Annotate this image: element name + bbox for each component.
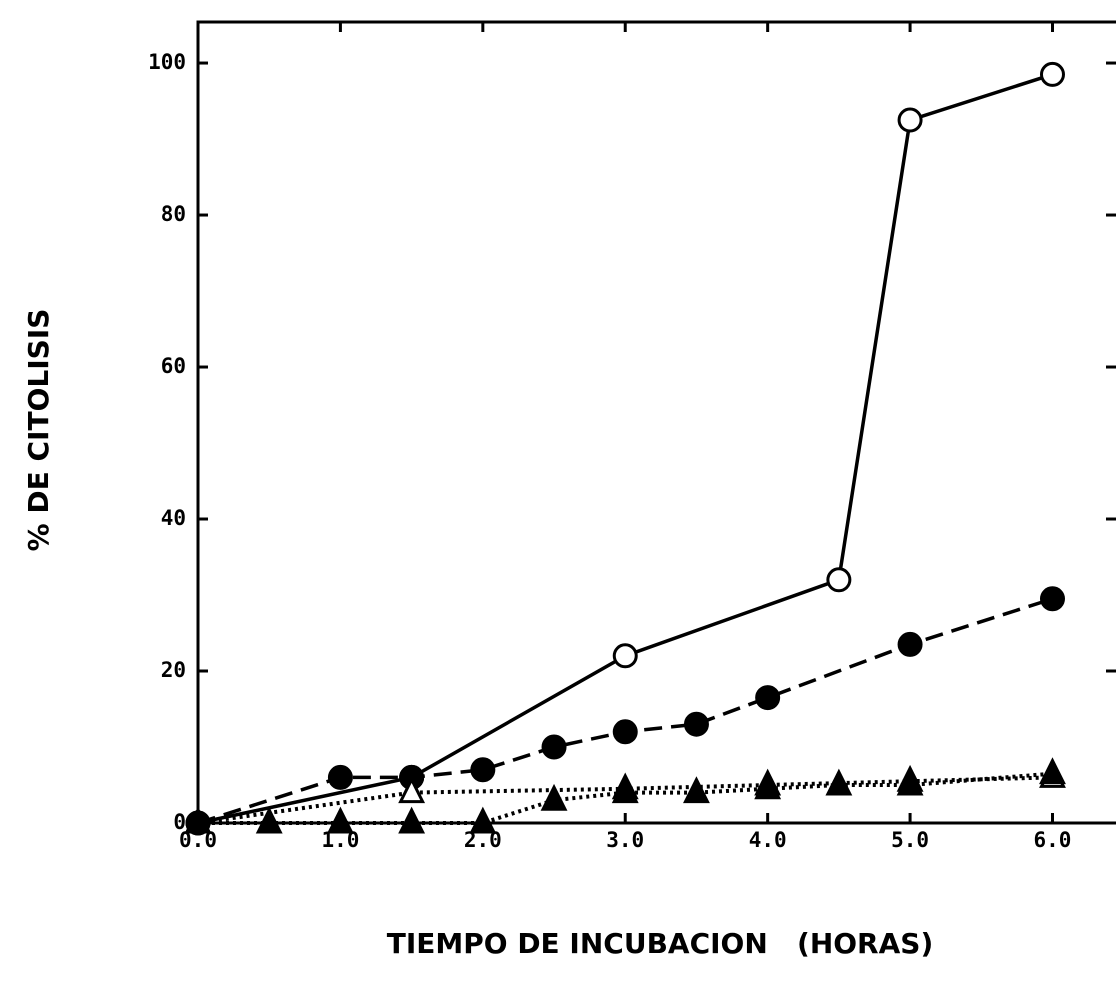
point <box>327 764 353 790</box>
y-tick-label: 20 <box>161 658 186 682</box>
point <box>826 567 852 593</box>
y-tick-label: 0 <box>173 810 186 834</box>
point <box>1039 61 1065 87</box>
point <box>683 711 709 737</box>
point <box>1039 586 1065 612</box>
point <box>611 776 639 804</box>
point <box>326 806 354 834</box>
point <box>896 768 924 796</box>
y-tick-label: 80 <box>161 202 186 226</box>
point <box>470 757 496 783</box>
x-tick-label: 3.0 <box>606 828 644 852</box>
x-axis-label: TIEMPO DE INCUBACION (HORAS) <box>387 927 934 960</box>
series-line <box>197 597 1054 825</box>
x-tick-label: 4.0 <box>749 828 787 852</box>
point <box>540 783 568 811</box>
point <box>398 776 426 804</box>
series-line <box>197 72 1054 825</box>
y-tick-label: 40 <box>161 506 186 530</box>
y-tick-label: 60 <box>161 354 186 378</box>
x-tick-label: 5.0 <box>891 828 929 852</box>
point <box>754 772 782 800</box>
point <box>398 806 426 834</box>
point <box>683 776 710 804</box>
point <box>184 806 212 834</box>
point <box>897 631 923 657</box>
plot-frame <box>196 20 1116 825</box>
point <box>469 806 497 834</box>
point <box>897 107 923 133</box>
point <box>255 806 283 834</box>
point <box>1039 757 1066 785</box>
x-tick-label: 6.0 <box>1034 828 1072 852</box>
y-axis-label: % DE CITOLISIS <box>22 309 55 552</box>
point <box>612 719 638 745</box>
point <box>825 768 853 796</box>
point <box>541 734 567 760</box>
y-tick-label: 100 <box>148 50 186 74</box>
point <box>755 685 781 711</box>
point <box>612 643 638 669</box>
